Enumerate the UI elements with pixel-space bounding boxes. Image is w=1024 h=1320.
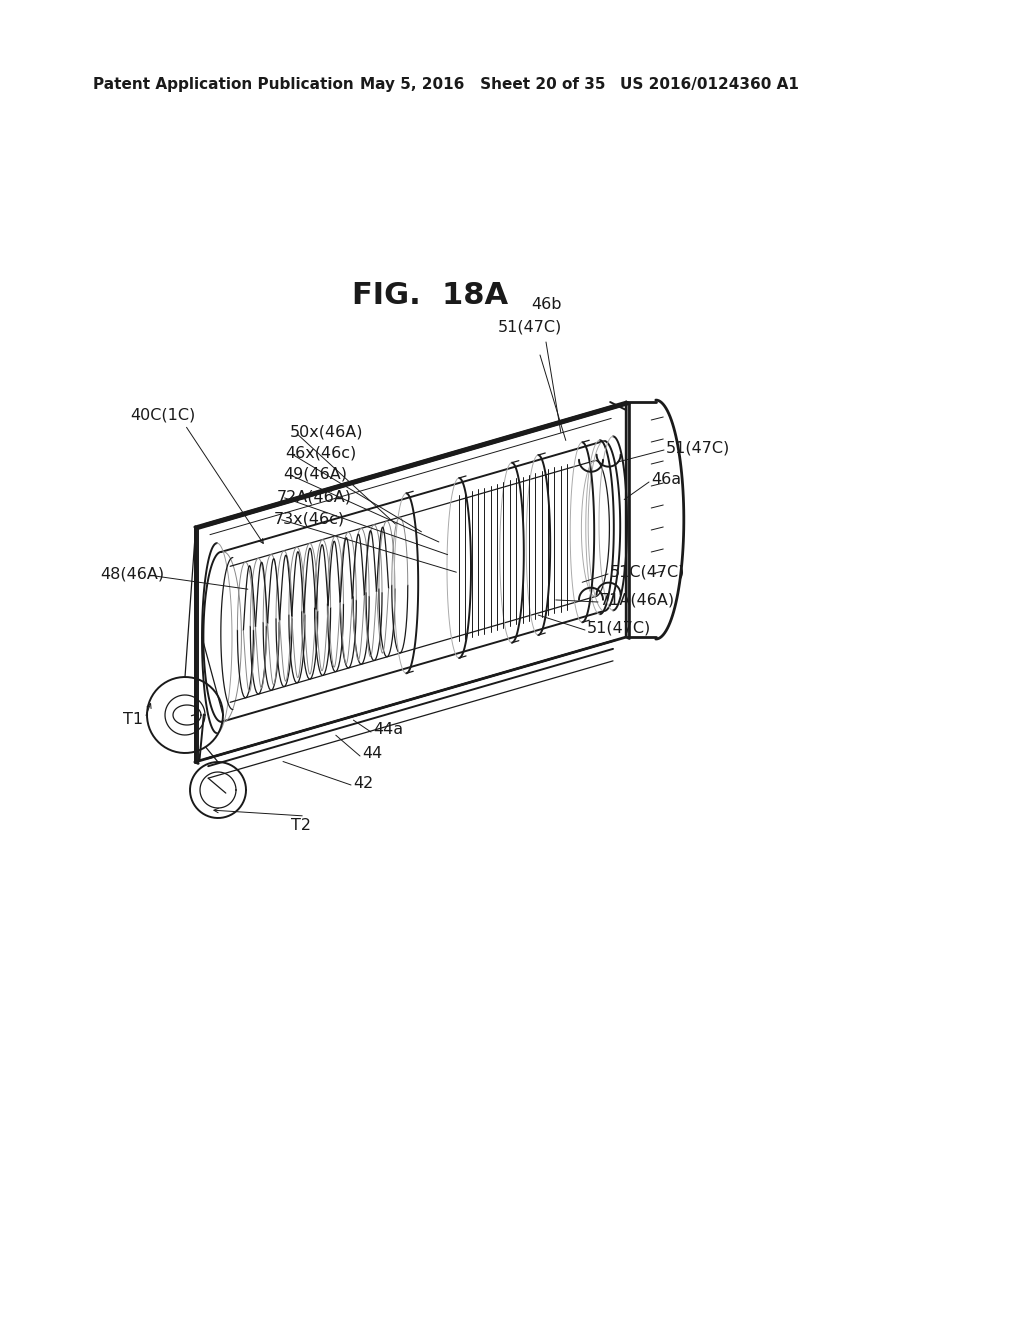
Text: 42: 42 bbox=[353, 776, 374, 791]
Text: US 2016/0124360 A1: US 2016/0124360 A1 bbox=[620, 78, 799, 92]
Text: T1: T1 bbox=[123, 713, 143, 727]
Text: May 5, 2016   Sheet 20 of 35: May 5, 2016 Sheet 20 of 35 bbox=[360, 78, 605, 92]
Text: 46a: 46a bbox=[651, 473, 681, 487]
Text: 44a: 44a bbox=[373, 722, 403, 738]
Text: 48(46A): 48(46A) bbox=[100, 566, 164, 582]
Text: 46b: 46b bbox=[530, 297, 561, 312]
Text: 44: 44 bbox=[362, 747, 382, 762]
Text: 51(47C): 51(47C) bbox=[498, 319, 562, 335]
Text: T2: T2 bbox=[291, 818, 311, 833]
Text: 46x(46c): 46x(46c) bbox=[285, 446, 356, 461]
Text: 51C(47C): 51C(47C) bbox=[610, 565, 685, 579]
Text: Patent Application Publication: Patent Application Publication bbox=[93, 78, 353, 92]
Text: FIG.  18A: FIG. 18A bbox=[352, 281, 508, 309]
Text: 50x(46A): 50x(46A) bbox=[290, 425, 364, 440]
Text: 51(47C): 51(47C) bbox=[666, 441, 730, 455]
Text: 72A(46A): 72A(46A) bbox=[278, 490, 352, 504]
Text: 73x(46c): 73x(46c) bbox=[274, 511, 345, 527]
Text: 49(46A): 49(46A) bbox=[283, 466, 347, 482]
Text: 51(47C): 51(47C) bbox=[587, 620, 651, 635]
Text: 40C(1C): 40C(1C) bbox=[130, 408, 196, 422]
Text: 71A(46A): 71A(46A) bbox=[600, 593, 675, 607]
